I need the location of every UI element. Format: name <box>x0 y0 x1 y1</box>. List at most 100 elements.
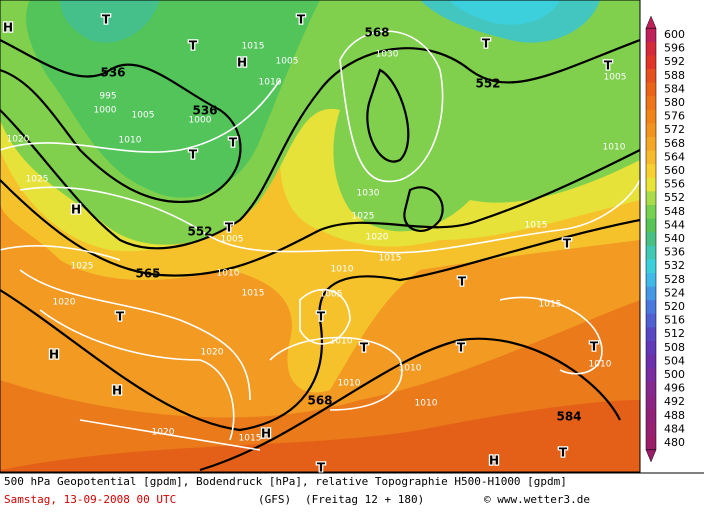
colorbar-label: 516 <box>664 314 685 327</box>
high-pressure-marker: H <box>489 454 499 468</box>
colorbar-label: 484 <box>664 422 685 435</box>
colorbar-swatch <box>646 191 656 206</box>
geopotential-label: 568 <box>364 26 389 40</box>
low-pressure-marker: T <box>189 148 198 162</box>
footer-description: 500 hPa Geopotential [gpdm], Bodendruck … <box>4 475 567 488</box>
colorbar-swatch <box>646 300 656 315</box>
isobar-label: 1010 <box>399 364 422 374</box>
high-pressure-marker: H <box>112 384 122 398</box>
colorbar-label: 480 <box>664 436 685 449</box>
colorbar-swatch <box>646 205 656 220</box>
colorbar-label: 492 <box>664 395 685 408</box>
isobar-label: 1020 <box>201 348 224 358</box>
isobar-label: 995 <box>99 92 116 102</box>
geopotential-label: 565 <box>135 267 160 281</box>
colorbar-label: 536 <box>664 246 685 259</box>
low-pressure-marker: T <box>559 446 568 460</box>
low-pressure-marker: T <box>563 237 572 251</box>
colorbar-swatch <box>646 395 656 410</box>
low-pressure-marker: T <box>457 341 466 355</box>
colorbar: 6005965925885845805765725685645605565525… <box>645 15 685 463</box>
high-pressure-marker: H <box>3 21 13 35</box>
colorbar-swatch <box>646 28 656 43</box>
isobar-label: 1010 <box>259 78 282 88</box>
low-pressure-marker: T <box>360 341 369 355</box>
isobar-label: 1015 <box>525 221 548 231</box>
colorbar-label: 548 <box>664 205 685 218</box>
colorbar-label: 500 <box>664 368 685 381</box>
isobar-label: 1025 <box>71 262 94 272</box>
low-pressure-marker: T <box>317 461 326 475</box>
high-pressure-marker: H <box>71 203 81 217</box>
isobar-label: 1015 <box>242 42 265 52</box>
geopotential-label: 552 <box>187 225 212 239</box>
isobar-label: 1020 <box>152 428 175 438</box>
colorbar-swatch <box>646 109 656 124</box>
isobar-label: 1005 <box>132 111 155 121</box>
isobar-label: 1020 <box>7 135 30 145</box>
colorbar-label: 528 <box>664 273 685 286</box>
colorbar-swatch <box>646 341 656 356</box>
colorbar-label: 496 <box>664 382 685 395</box>
isobar-label: 1015 <box>242 289 265 299</box>
isobar-label: 1005 <box>604 73 627 83</box>
colorbar-frame <box>645 27 657 451</box>
colorbar-swatch <box>646 232 656 247</box>
isobar-label: 1005 <box>276 57 299 67</box>
isobar-label: 1030 <box>376 50 399 60</box>
geopotential-label: 584 <box>556 410 581 424</box>
colorbar-label: 576 <box>664 110 685 123</box>
isobar-label: 1010 <box>217 269 240 279</box>
colorbar-swatch <box>646 69 656 84</box>
colorbar-swatch <box>646 164 656 179</box>
colorbar-swatch <box>646 259 656 274</box>
colorbar-label: 488 <box>664 409 685 422</box>
isobar-label: 1015 <box>239 434 262 444</box>
low-pressure-marker: T <box>102 13 111 27</box>
isobar-label: 1010 <box>603 143 626 153</box>
colorbar-swatch <box>646 123 656 138</box>
isobar-label: 1015 <box>539 300 562 310</box>
geopotential-label: 552 <box>475 77 500 91</box>
colorbar-swatch <box>646 150 656 165</box>
colorbar-label: 524 <box>664 286 685 299</box>
low-pressure-marker: T <box>458 275 467 289</box>
isobar-label: 1010 <box>415 399 438 409</box>
colorbar-swatch <box>646 137 656 152</box>
high-pressure-marker: H <box>49 348 59 362</box>
colorbar-label: 592 <box>664 55 685 68</box>
low-pressure-marker: T <box>297 13 306 27</box>
colorbar-swatch <box>646 313 656 328</box>
colorbar-label: 532 <box>664 259 685 272</box>
isobar-label: 1010 <box>338 379 361 389</box>
map <box>0 0 641 473</box>
isobar-label: 1005 <box>221 235 244 245</box>
colorbar-swatch <box>646 422 656 437</box>
footer-run: (Freitag 12 + 180) <box>305 493 424 506</box>
colorbar-label: 564 <box>664 150 685 163</box>
isobar-label: 1015 <box>379 254 402 264</box>
colorbar-label: 584 <box>664 82 685 95</box>
isobar-label: 1010 <box>331 265 354 275</box>
colorbar-swatch <box>646 409 656 424</box>
geopotential-label: 536 <box>100 66 125 80</box>
colorbar-swatch <box>646 381 656 396</box>
low-pressure-marker: T <box>189 39 198 53</box>
low-pressure-marker: T <box>604 59 613 73</box>
footer-source: © www.wetter3.de <box>484 493 590 506</box>
isobar-label: 1025 <box>26 175 49 185</box>
low-pressure-marker: T <box>482 37 491 51</box>
isobar-label: 1020 <box>53 298 76 308</box>
colorbar-swatch <box>646 368 656 383</box>
colorbar-label: 552 <box>664 191 685 204</box>
colorbar-label: 520 <box>664 300 685 313</box>
colorbar-label: 508 <box>664 341 685 354</box>
colorbar-label: 600 <box>664 28 685 41</box>
colorbar-swatch <box>646 245 656 260</box>
isobar-label: 1000 <box>189 116 212 126</box>
colorbar-swatch <box>646 273 656 288</box>
low-pressure-marker: T <box>317 310 326 324</box>
colorbar-swatch <box>646 436 656 451</box>
